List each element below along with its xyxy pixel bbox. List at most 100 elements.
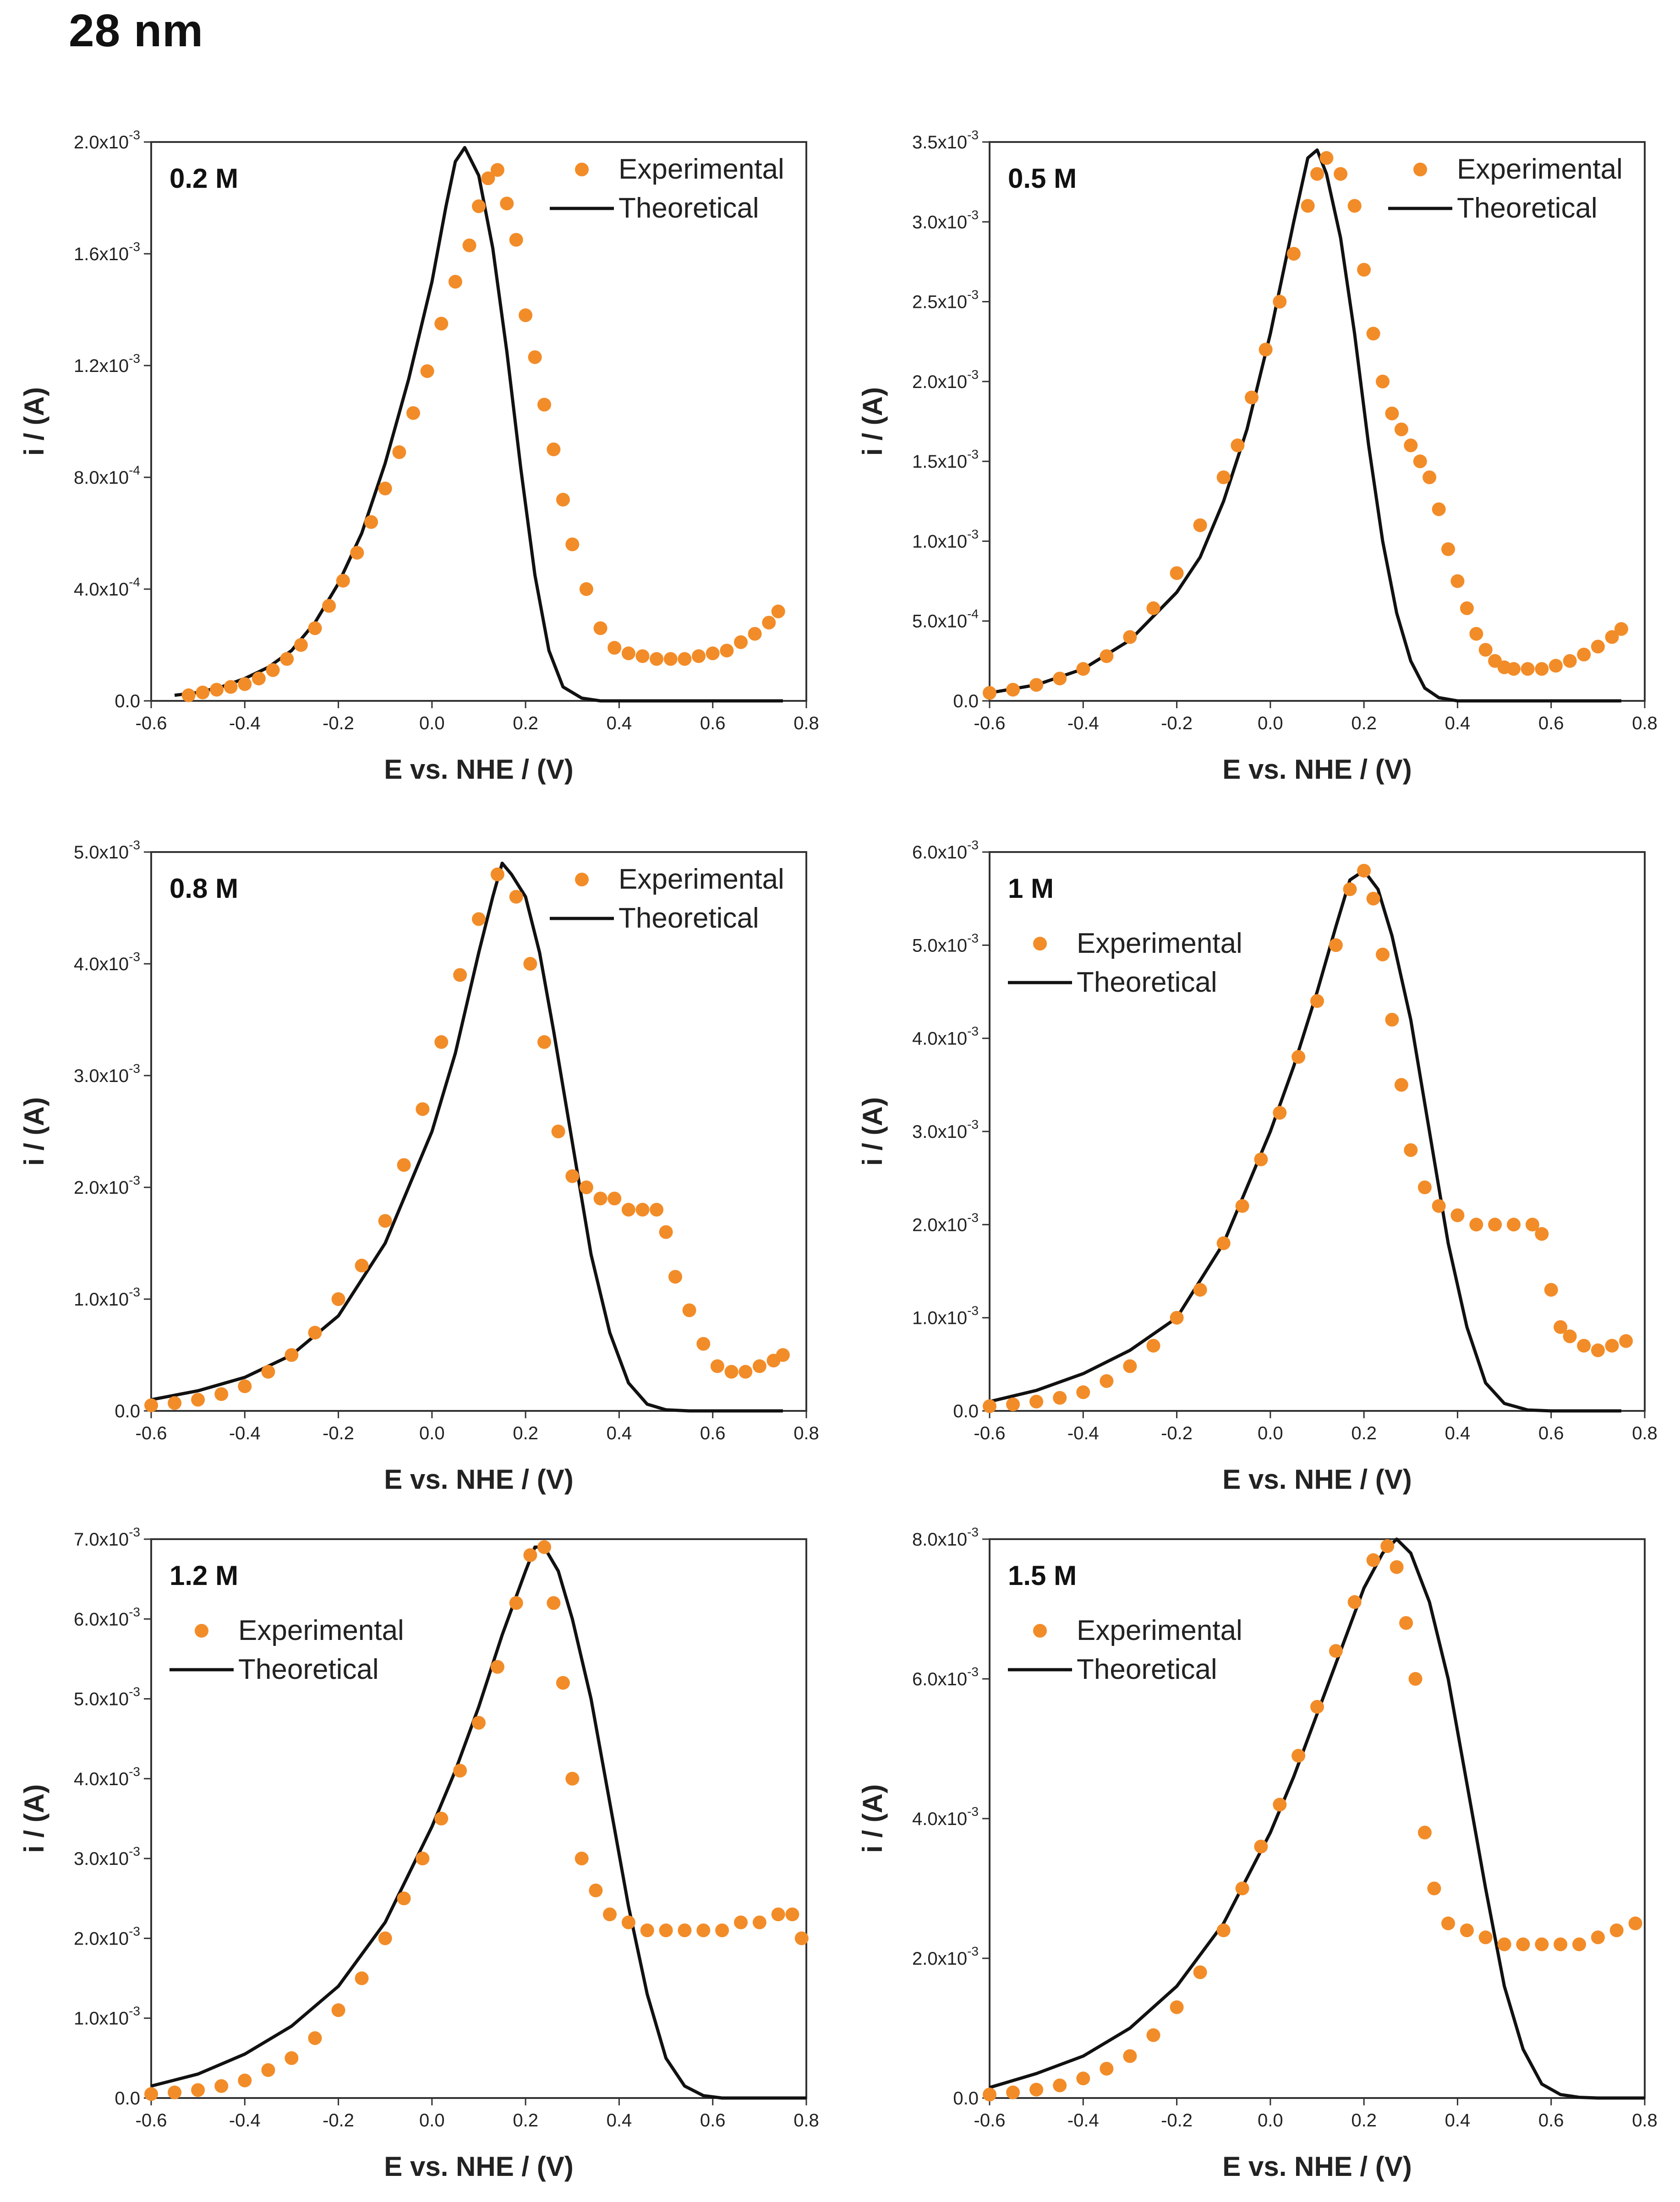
concentration-label: 0.2 M xyxy=(170,163,238,194)
y-tick-mantissa: 5.0x10 xyxy=(912,935,967,956)
y-tick-mantissa: 0.0 xyxy=(115,1401,140,1421)
y-tick-exponent: -4 xyxy=(967,607,979,621)
experimental-point xyxy=(621,646,635,661)
experimental-point xyxy=(1417,1180,1432,1194)
experimental-point xyxy=(771,1907,785,1922)
x-tick-label: 0.6 xyxy=(1538,2110,1564,2131)
experimental-point xyxy=(355,1971,369,1985)
experimental-point xyxy=(308,2031,322,2045)
experimental-point xyxy=(1235,1199,1249,1213)
experimental-point xyxy=(1273,1106,1287,1120)
y-tick-label: 1.0x10-3 xyxy=(912,1304,979,1328)
y-tick-mantissa: 3.0x10 xyxy=(74,1066,129,1086)
panel-0-5M: -0.6 -0.4 -0.2 0.0 0.2 0.4 0.6 0.8 0.0 5.0x10-4 1.… xyxy=(838,115,1677,792)
experimental-point xyxy=(589,1883,603,1897)
x-tick-label: 0.2 xyxy=(513,1423,538,1443)
experimental-point xyxy=(537,1540,551,1554)
y-tick-exponent: -3 xyxy=(129,351,140,366)
legend-theoretical-label: Theoretical xyxy=(618,192,759,224)
experimental-point xyxy=(1231,438,1245,453)
experimental-point xyxy=(556,492,570,507)
x-tick-label: -0.4 xyxy=(229,1423,261,1443)
x-tick-label: 0.0 xyxy=(419,713,445,733)
plot-frame xyxy=(150,141,807,702)
experimental-point xyxy=(1609,1923,1624,1937)
experimental-point xyxy=(238,677,252,691)
experimental-point xyxy=(1535,662,1549,676)
chart-svg: -0.6 -0.4 -0.2 0.0 0.2 0.4 0.6 0.80.01.0x10-32.… xyxy=(19,838,819,1495)
x-tick-label: -0.4 xyxy=(229,713,261,733)
experimental-point xyxy=(336,574,350,588)
experimental-point xyxy=(378,481,392,496)
x-tick-label: 0.2 xyxy=(1351,1423,1377,1443)
experimental-point xyxy=(983,686,996,700)
experimental-point xyxy=(983,2087,996,2102)
experimental-point xyxy=(1554,1937,1568,1951)
y-tick-mantissa: 6.0x10 xyxy=(74,1609,129,1629)
y-tick-label: 4.0x10-3 xyxy=(912,1024,979,1049)
experimental-point xyxy=(1343,882,1357,896)
experimental-point xyxy=(565,1169,580,1183)
y-tick-label: 3.0x10-3 xyxy=(74,1061,140,1086)
experimental-point xyxy=(1273,1798,1287,1812)
experimental-point xyxy=(490,163,504,177)
x-tick-label: 0.6 xyxy=(700,2110,726,2131)
experimental-point xyxy=(1216,1236,1231,1250)
experimental-point xyxy=(1347,1595,1362,1609)
experimental-point xyxy=(519,308,533,322)
x-axis-label: E vs. NHE / (V) xyxy=(1222,754,1412,785)
experimental-point xyxy=(1572,1937,1586,1951)
y-tick-exponent: -3 xyxy=(129,128,140,142)
experimental-point xyxy=(607,1191,622,1206)
experimental-point xyxy=(1329,938,1343,952)
experimental-point xyxy=(500,197,514,211)
experimental-point xyxy=(144,2087,158,2101)
experimental-point xyxy=(144,1398,158,1412)
legend-theoretical-label: Theoretical xyxy=(618,902,759,934)
experimental-point xyxy=(1478,1930,1493,1945)
y-tick-label: 1.0x10-3 xyxy=(74,1285,140,1310)
experimental-point xyxy=(280,652,294,666)
x-axis-label: E vs. NHE / (V) xyxy=(384,1464,573,1495)
y-tick-exponent: -3 xyxy=(967,527,979,541)
experimental-point xyxy=(1628,1916,1642,1930)
y-tick-exponent: -3 xyxy=(967,1944,979,1958)
y-tick-mantissa: 4.0x10 xyxy=(912,1029,967,1049)
experimental-point xyxy=(1605,1339,1619,1353)
y-tick-label: 0.0 xyxy=(953,1401,979,1421)
experimental-point xyxy=(1170,566,1184,580)
experimental-point xyxy=(1469,627,1483,641)
experimental-point xyxy=(1591,1343,1605,1357)
x-tick-label: 0.4 xyxy=(607,713,632,733)
experimental-point xyxy=(1554,1320,1568,1334)
x-tick-label: -0.2 xyxy=(323,1423,354,1443)
experimental-point xyxy=(794,1931,809,1945)
experimental-point xyxy=(1441,542,1455,556)
experimental-point xyxy=(1605,630,1619,644)
experimental-point xyxy=(490,867,504,881)
experimental-point xyxy=(210,683,224,697)
chart-svg: -0.6 -0.4 -0.2 0.0 0.2 0.4 0.6 0.80.02.0x10-34.… xyxy=(857,1525,1658,2182)
experimental-point xyxy=(1404,1143,1418,1157)
experimental-point xyxy=(715,1923,729,1937)
y-tick-mantissa: 1.5x10 xyxy=(912,452,967,472)
y-tick-label: 4.0x10-3 xyxy=(912,1804,979,1829)
experimental-point xyxy=(1334,167,1348,181)
y-tick-exponent: -3 xyxy=(129,240,140,254)
experimental-point xyxy=(214,1387,229,1401)
x-tick-label: 0.8 xyxy=(793,2110,819,2131)
experimental-point xyxy=(181,688,196,702)
experimental-point xyxy=(565,1771,580,1786)
experimental-point xyxy=(710,1359,724,1373)
experimental-point xyxy=(523,1548,537,1562)
experimental-point xyxy=(1366,891,1380,906)
y-tick-mantissa: 2.0x10 xyxy=(74,132,129,153)
x-tick-label: -0.4 xyxy=(229,2110,261,2131)
y-tick-mantissa: 6.0x10 xyxy=(912,1669,967,1689)
y-tick-exponent: -3 xyxy=(967,838,979,852)
experimental-point xyxy=(523,957,537,971)
y-tick-mantissa: 8.0x10 xyxy=(912,1530,967,1550)
y-tick-exponent: -3 xyxy=(967,931,979,945)
experimental-point xyxy=(1376,947,1390,962)
y-tick-exponent: -3 xyxy=(129,1844,140,1858)
